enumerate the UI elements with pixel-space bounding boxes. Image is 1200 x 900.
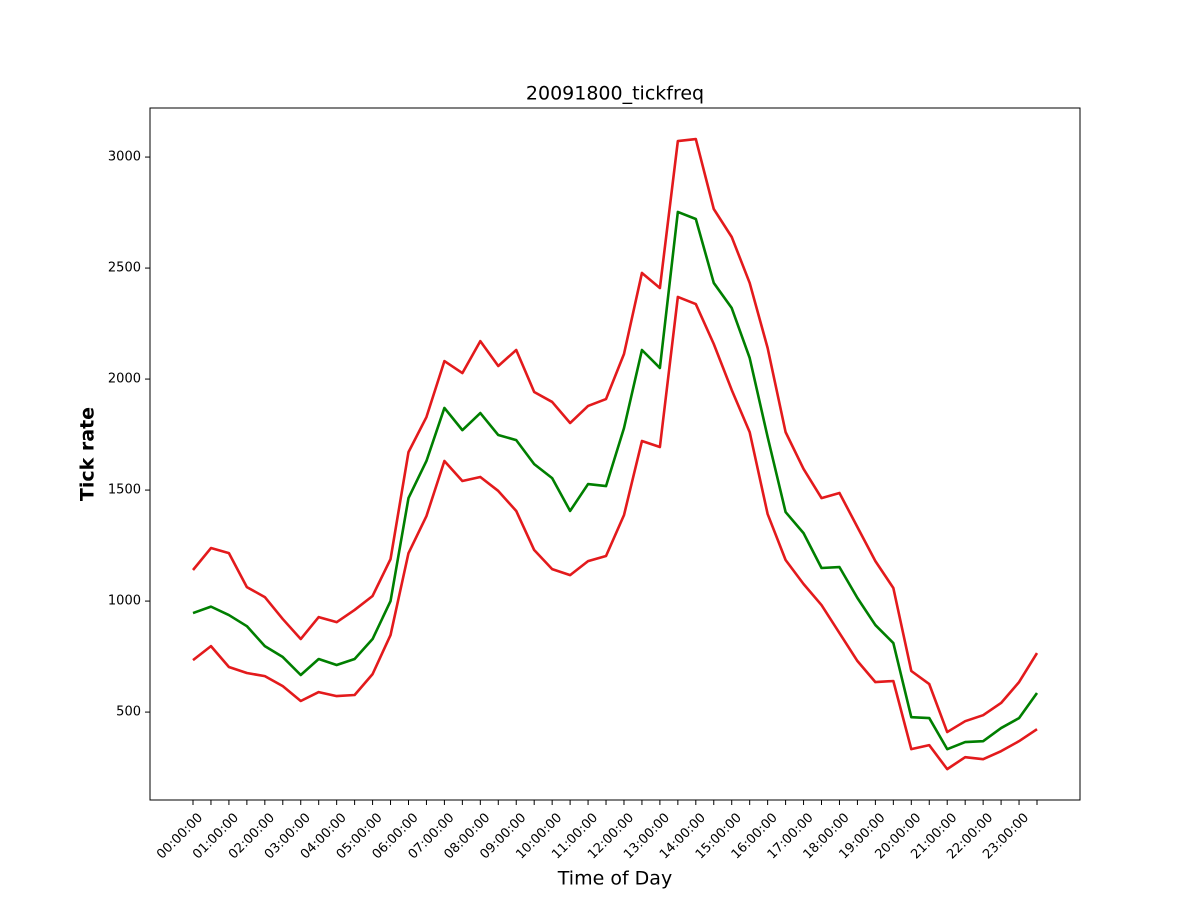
y-tick-label: 1500 xyxy=(108,483,141,498)
line-series xyxy=(192,210,1039,751)
plot-frame xyxy=(149,107,1081,801)
y-tick-label: 3000 xyxy=(108,150,141,165)
x-axis-label: Time of Day xyxy=(557,868,672,890)
y-tick-label: 500 xyxy=(116,705,141,720)
y-tick-label: 2500 xyxy=(108,261,141,276)
line-series xyxy=(191,137,1039,734)
y-tick-label: 1000 xyxy=(108,594,141,609)
chart-title: 20091800_tickfreq xyxy=(526,83,704,105)
line-series xyxy=(192,295,1038,771)
y-axis-label: Tick rate xyxy=(77,407,99,501)
y-tick-label: 2000 xyxy=(108,372,141,387)
